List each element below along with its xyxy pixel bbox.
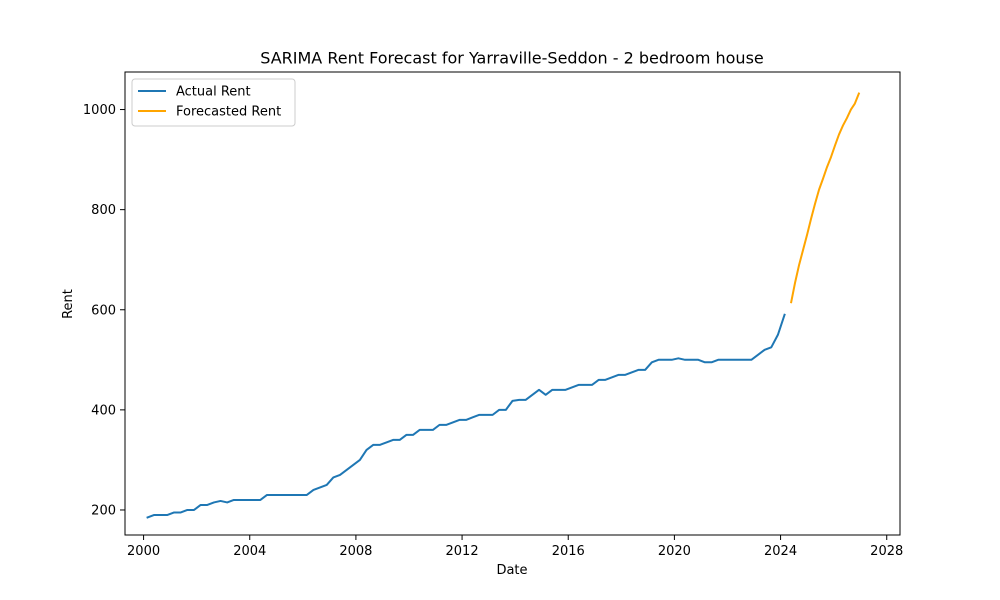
y-tick-label: 800: [91, 203, 116, 218]
y-tick-label: 600: [91, 303, 116, 318]
legend-label-actual-rent: Actual Rent: [176, 85, 251, 100]
x-tick-label: 2004: [233, 544, 266, 559]
y-axis: 200 400 600 800 1000: [83, 103, 125, 518]
x-tick-label: 2012: [446, 544, 479, 559]
series-line-forecasted-rent: [790, 92, 861, 304]
chart-title: SARIMA Rent Forecast for Yarraville-Sedd…: [260, 49, 764, 68]
legend-box: [131, 78, 296, 127]
y-axis-label: Rent: [61, 289, 76, 319]
x-tick-label: 2016: [552, 544, 585, 559]
x-tick-label: 2028: [870, 544, 903, 559]
x-tick-label: 2008: [339, 544, 372, 559]
series-line-actual-rent: [146, 313, 786, 519]
y-tick-label: 400: [91, 403, 116, 418]
series-layer: [146, 92, 861, 519]
x-axis-label: Date: [496, 563, 527, 578]
y-tick-label: 200: [91, 503, 116, 518]
legend-label-forecasted-rent: Forecasted Rent: [176, 105, 281, 120]
y-tick-label: 1000: [83, 103, 116, 118]
x-tick-label: 2024: [764, 544, 797, 559]
legend: Actual Rent Forecasted Rent: [131, 78, 296, 127]
x-tick-label: 2020: [658, 544, 691, 559]
x-tick-label: 2000: [127, 544, 160, 559]
x-axis: 2000 2004 2008 2012 2016 2020 2024 2028: [127, 535, 903, 559]
plot-area-frame: [124, 71, 901, 536]
